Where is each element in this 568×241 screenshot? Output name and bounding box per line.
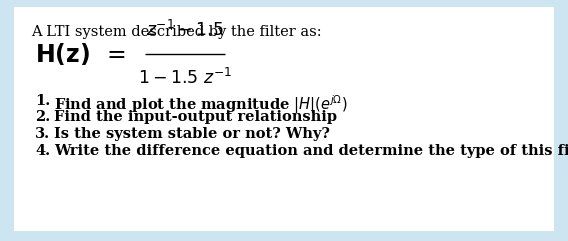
Text: $z^{-1}-1.5$: $z^{-1}-1.5$ — [147, 20, 224, 40]
Text: 2.: 2. — [35, 110, 51, 124]
Text: 1.: 1. — [35, 94, 51, 108]
Text: $=$: $=$ — [102, 42, 126, 65]
Text: $1-1.5\ z^{-1}$: $1-1.5\ z^{-1}$ — [138, 68, 232, 88]
Text: Write the difference equation and determine the type of this filter.: Write the difference equation and determ… — [54, 144, 568, 158]
Text: Find the input-output relationship: Find the input-output relationship — [54, 110, 337, 124]
Text: A LTI system described by the filter as:: A LTI system described by the filter as: — [31, 25, 322, 39]
Text: Is the system stable or not? Why?: Is the system stable or not? Why? — [54, 127, 330, 141]
Text: 4.: 4. — [35, 144, 50, 158]
Text: 3.: 3. — [35, 127, 50, 141]
Text: Find and plot the magnitude $|H|(e^{j\Omega})$: Find and plot the magnitude $|H|(e^{j\Om… — [54, 94, 348, 116]
Text: $\mathbf{H(z)}$: $\mathbf{H(z)}$ — [35, 41, 90, 67]
